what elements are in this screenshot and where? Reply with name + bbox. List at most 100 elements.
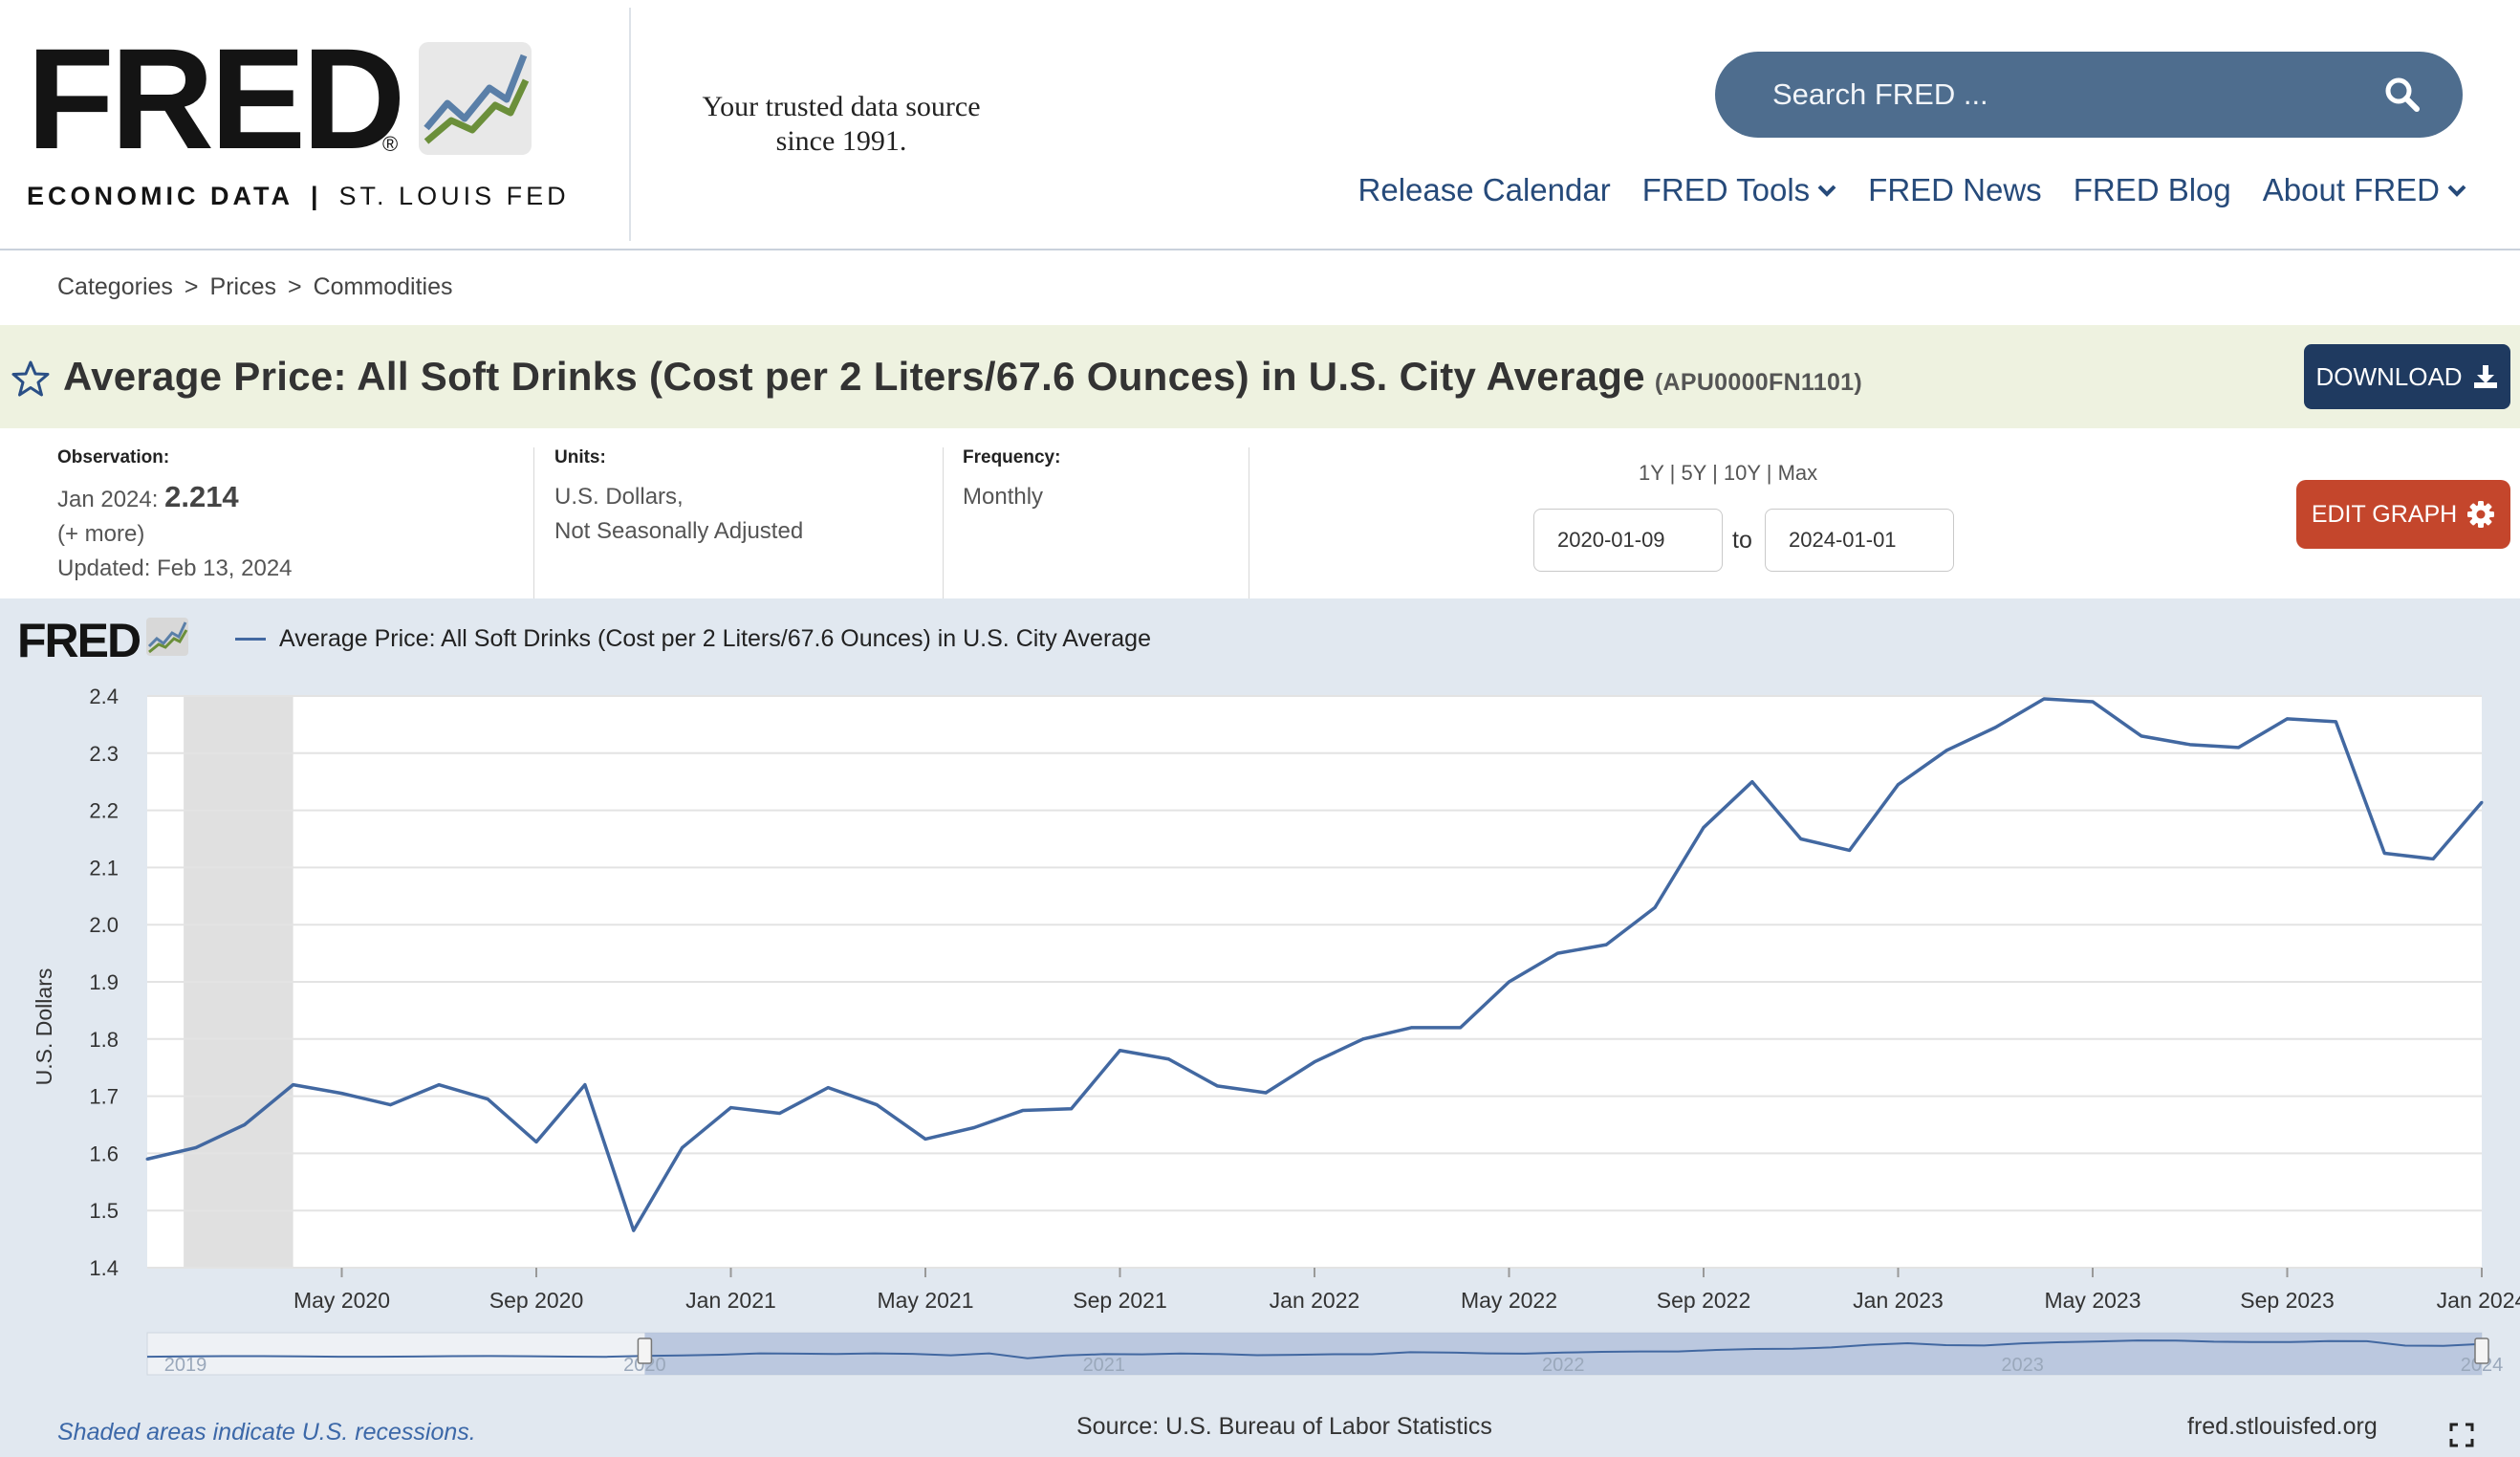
chart-legend: Average Price: All Soft Drinks (Cost per…	[235, 625, 1151, 653]
data-point	[1361, 1037, 1365, 1041]
data-point	[194, 1145, 198, 1149]
observation-label: Observation:	[57, 447, 170, 468]
logo-wordmark: FRED	[27, 18, 405, 179]
fred-url[interactable]: fred.stlouisfed.org	[2187, 1413, 2378, 1440]
tagline: Your trusted data source since 1991.	[669, 90, 1013, 159]
navigator-year-label: 2023	[2001, 1355, 2044, 1376]
legend-label: Average Price: All Soft Drinks (Cost per…	[279, 625, 1151, 652]
data-point	[583, 1083, 587, 1087]
data-point	[2091, 700, 2095, 704]
tagline-line-2: since 1991.	[775, 125, 907, 157]
units-block: Units: U.S. Dollars, Not Seasonally Adju…	[554, 447, 803, 549]
nav-about-fred[interactable]: About FRED	[2263, 172, 2466, 208]
y-tick-label: 1.9	[89, 970, 119, 994]
data-point	[1653, 905, 1657, 909]
data-point	[1313, 1060, 1316, 1064]
search-input[interactable]	[1715, 52, 2365, 138]
navigator-handle[interactable]	[637, 1337, 653, 1364]
y-tick-label: 1.5	[89, 1199, 119, 1223]
data-point	[1750, 780, 1754, 784]
data-point	[292, 1083, 295, 1087]
chart-fred-logo: FRED	[17, 617, 188, 664]
download-label: DOWNLOAD	[2315, 361, 2463, 391]
data-point	[923, 1137, 927, 1141]
search-icon[interactable]	[2384, 76, 2421, 113]
data-point	[1264, 1091, 1268, 1095]
series-meta: Observation: Jan 2024: 2.214 (+ more) Up…	[0, 428, 2520, 598]
x-tick-label: Sep 2023	[2240, 1288, 2334, 1313]
data-point	[972, 1125, 976, 1129]
data-point	[1897, 783, 1900, 787]
data-point	[2334, 720, 2337, 724]
chart-logo-wordmark: FRED	[17, 614, 141, 667]
data-point	[2480, 800, 2484, 804]
data-point	[1555, 951, 1559, 955]
line-chart[interactable]: 1.4 1.5 1.6 1.7 1.8 1.9 2.0 2.1 2.2 2.3 2.4 May 20…	[0, 598, 2520, 1457]
x-tick-label: Jan 2022	[1270, 1288, 1360, 1313]
star-icon[interactable]	[11, 359, 50, 398]
start-date-input[interactable]	[1533, 509, 1723, 572]
data-point	[2042, 697, 2046, 701]
chevron-down-icon	[2447, 185, 2466, 197]
date-to-label: to	[1732, 527, 1752, 554]
x-tick-label: Sep 2021	[1073, 1288, 1166, 1313]
fullscreen-icon[interactable]	[2449, 1423, 2474, 1447]
source-note[interactable]: Source: U.S. Bureau of Labor Statistics	[1076, 1413, 1492, 1440]
nav-release-calendar[interactable]: Release Calendar	[1358, 172, 1611, 208]
x-tick-label: May 2020	[293, 1288, 390, 1313]
frequency-value: Monthly	[963, 484, 1044, 510]
data-point	[1119, 1049, 1121, 1053]
nav-label: FRED News	[1868, 172, 2042, 207]
y-tick-label: 1.8	[89, 1028, 119, 1052]
data-point	[388, 1103, 392, 1107]
navigator-year-label: 2024	[2461, 1355, 2504, 1376]
data-point	[1166, 1057, 1170, 1061]
data-point	[2237, 746, 2241, 750]
data-point	[777, 1112, 781, 1116]
data-point	[2140, 734, 2143, 738]
chevron-down-icon	[1817, 185, 1836, 197]
logo-subtitle: ECONOMIC DATA | ST. LOUIS FED	[27, 182, 570, 211]
data-point	[486, 1098, 489, 1101]
navigator-handle[interactable]	[2474, 1337, 2489, 1364]
breadcrumb-categories[interactable]: Categories	[57, 273, 173, 300]
navigator-year-label: 2022	[1542, 1355, 1585, 1376]
data-point	[729, 1106, 732, 1110]
logo-sub-left: ECONOMIC DATA	[27, 182, 293, 210]
end-date-input[interactable]	[1765, 509, 1954, 572]
range-links[interactable]: 1Y | 5Y | 10Y | Max	[1639, 461, 1818, 485]
breadcrumb-commodities[interactable]: Commodities	[313, 273, 453, 300]
y-axis-label: U.S. Dollars	[32, 968, 56, 1086]
x-tick-label: May 2023	[2044, 1288, 2140, 1313]
breadcrumb-prices[interactable]: Prices	[209, 273, 276, 300]
updated-date: Updated: Feb 13, 2024	[57, 555, 293, 581]
nav-fred-tools[interactable]: FRED Tools	[1642, 172, 1836, 208]
logo-chart-icon	[419, 42, 532, 155]
series-title-bar: Average Price: All Soft Drinks (Cost per…	[0, 325, 2520, 428]
more-link[interactable]: (+ more)	[57, 521, 145, 547]
units-label: Units:	[554, 447, 606, 468]
download-icon	[2473, 365, 2497, 388]
nav-label: About FRED	[2262, 172, 2440, 207]
data-point	[534, 1140, 538, 1143]
frequency-label: Frequency:	[963, 447, 1061, 468]
logo-chart-icon	[145, 618, 188, 656]
main-nav: Release Calendar FRED Tools FRED News FR…	[1358, 172, 2466, 208]
series-title: Average Price: All Soft Drinks (Cost per…	[63, 354, 1862, 400]
tagline-line-1: Your trusted data source	[702, 91, 981, 122]
data-point	[1944, 749, 1948, 752]
series-id: (APU0000FN1101)	[1654, 369, 1862, 396]
series-title-text: Average Price: All Soft Drinks (Cost per…	[63, 354, 1645, 399]
data-point	[1410, 1026, 1414, 1030]
nav-label: FRED Tools	[1641, 172, 1811, 207]
navigator-year-label: 2019	[164, 1355, 207, 1376]
breadcrumb: Categories > Prices > Commodities	[57, 273, 452, 301]
nav-fred-blog[interactable]: FRED Blog	[2074, 172, 2231, 208]
logo-sub-right: ST. LOUIS FED	[338, 182, 570, 210]
download-button[interactable]: DOWNLOAD	[2304, 344, 2510, 409]
edit-graph-button[interactable]: EDIT GRAPH	[2296, 480, 2510, 549]
fred-logo[interactable]: FRED ® ECONOMIC DATA | ST. LOUIS FED	[27, 18, 566, 220]
data-point	[340, 1092, 343, 1096]
navigator-line	[146, 1339, 2483, 1359]
nav-fred-news[interactable]: FRED News	[1868, 172, 2042, 208]
